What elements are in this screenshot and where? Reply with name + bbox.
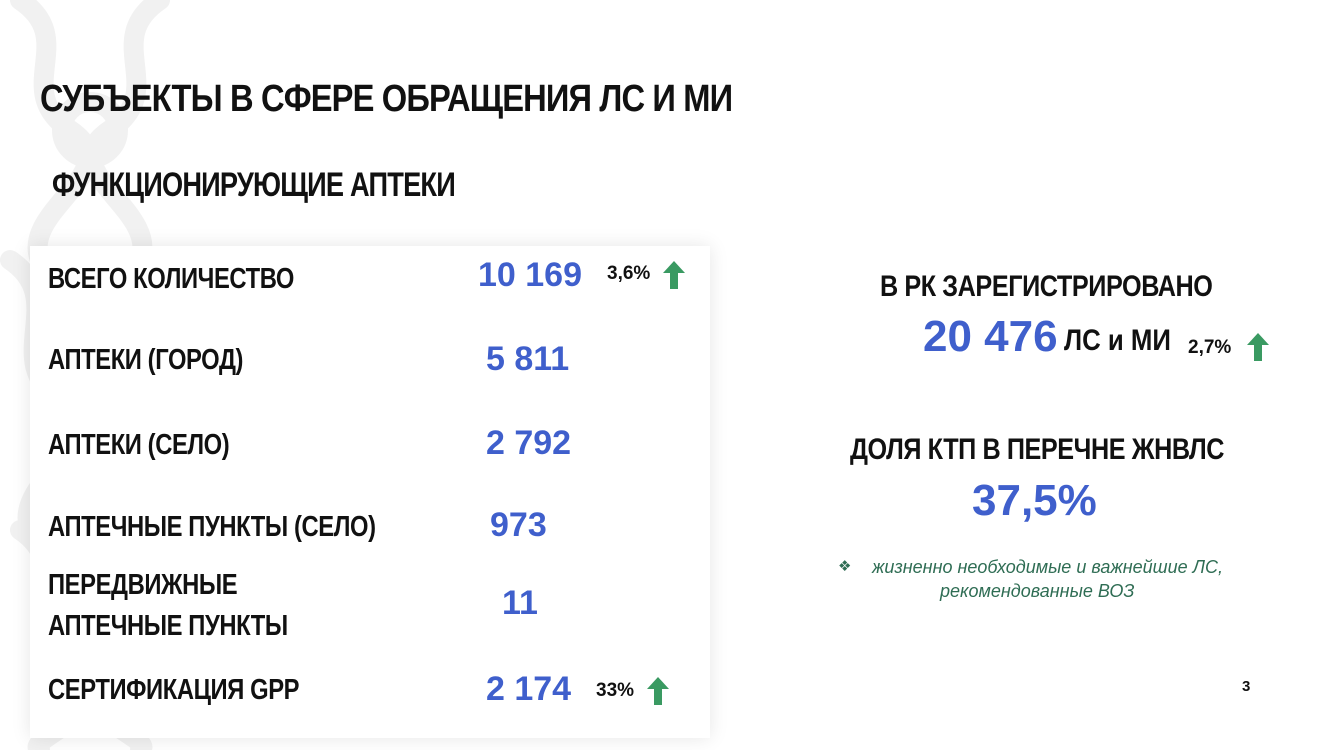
row-value-city: 5 811 [486, 340, 570, 378]
row-label-pharmacy-points: АПТЕЧНЫЕ ПУНКТЫ (СЕЛО) [48, 511, 376, 543]
registered-unit: ЛС и МИ [1064, 324, 1171, 357]
row-value-pharmacy-points: 973 [490, 506, 547, 544]
share-heading: ДОЛЯ КТП В ПЕРЕЧНЕ ЖНВЛС [850, 433, 1225, 466]
share-value: 37,5% [972, 476, 1097, 525]
arrow-up-icon [647, 677, 669, 705]
pharmacies-card [30, 246, 710, 738]
registered-value: 20 476 [923, 312, 1058, 361]
registered-change: 2,7% [1188, 337, 1232, 358]
row-value-total: 10 169 [478, 256, 582, 294]
arrow-up-icon [663, 261, 685, 289]
change-gpp: 33% [596, 680, 635, 701]
page-number: 3 [1242, 678, 1251, 695]
row-value-village: 2 792 [486, 424, 572, 462]
footnote-line1: жизненно необходимые и важнейшие ЛС, [872, 557, 1223, 577]
page-title: СУБЪЕКТЫ В СФЕРЕ ОБРАЩЕНИЯ ЛС И МИ [40, 78, 733, 120]
row-label-village: АПТЕКИ (СЕЛО) [48, 429, 230, 461]
diamond-bullet-icon: ❖ [838, 558, 852, 575]
registered-heading: В РК ЗАРЕГИСТРИРОВАНО [880, 270, 1213, 303]
row-label-city: АПТЕКИ (ГОРОД) [48, 344, 243, 376]
row-value-gpp: 2 174 [486, 670, 572, 708]
change-total: 3,6% [607, 263, 651, 284]
row-label-mobile-line1: ПЕРЕДВИЖНЫЕ [48, 569, 238, 601]
row-value-mobile: 11 [502, 584, 538, 622]
section-subtitle: ФУНКЦИОНИРУЮЩИЕ АПТЕКИ [52, 166, 456, 204]
footnote-line2: рекомендованные ВОЗ [940, 581, 1135, 601]
row-label-mobile-line2: АПТЕЧНЫЕ ПУНКТЫ [48, 610, 288, 642]
row-label-gpp: СЕРТИФИКАЦИЯ GPP [48, 674, 300, 706]
arrow-up-icon [1247, 333, 1269, 361]
row-label-total: ВСЕГО КОЛИЧЕСТВО [48, 263, 294, 295]
